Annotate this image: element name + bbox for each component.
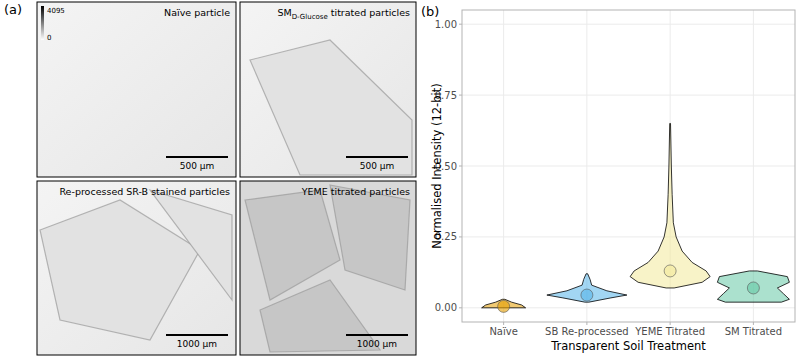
grid-line (462, 166, 795, 167)
colorbar-max: 4095 (47, 7, 65, 15)
scale-bar (346, 334, 408, 336)
image-frame (240, 2, 416, 177)
image-frame (37, 2, 236, 177)
image-frame (240, 181, 416, 355)
figure: (a)Naïve particle500 µmSMD-Glucose titra… (0, 0, 799, 356)
tick-label: Naïve (489, 326, 517, 337)
scale-bar (346, 156, 408, 158)
grid-line (462, 236, 795, 237)
scale-bar-label: 500 µm (180, 161, 215, 171)
tick-mark (503, 322, 504, 325)
tick-label: 0.00 (435, 302, 457, 313)
scale-bar-label: 1000 µm (357, 339, 397, 349)
violin (717, 271, 789, 302)
plot-background (462, 10, 795, 322)
image-label: Naïve particle (164, 7, 230, 18)
scale-bar (166, 334, 228, 336)
label-subscript: D-Glucose (292, 13, 328, 21)
axis-title: Transparent Soil Treatment (550, 339, 706, 353)
grid-line (462, 95, 795, 96)
tick-mark (459, 236, 462, 237)
mean-marker (664, 265, 676, 277)
mean-marker (498, 300, 510, 312)
tick-label: SM Titrated (725, 326, 782, 337)
scale-bar-label: 500 µm (360, 161, 395, 171)
label-text: SM (277, 7, 291, 18)
grid-line (462, 24, 795, 25)
tick-mark (586, 322, 587, 325)
label-text: Re-processed SR-B stained particles (59, 186, 230, 197)
micrograph: YEME titrated particles 1000 µm (240, 181, 416, 355)
tick-label: 1.00 (435, 19, 457, 30)
colorbar (41, 6, 44, 40)
tick-mark (459, 24, 462, 25)
image-label: YEME titrated particles (301, 186, 410, 197)
image-label: SMD-Glucose titrated particles (277, 7, 410, 21)
tick-mark (670, 322, 671, 325)
scale-bar-label: 1000 µm (177, 339, 217, 349)
violins (482, 123, 790, 312)
tick-label: SB Re-processed (545, 326, 629, 337)
tick-mark (459, 95, 462, 96)
image-label: Re-processed SR-B stained particles (59, 186, 230, 197)
violin (547, 274, 627, 302)
micrograph: Re-processed SR-B stained particles 1000 … (37, 181, 236, 355)
mean-marker (747, 282, 759, 294)
label-text: YEME titrated particles (301, 186, 410, 197)
image-frame (37, 181, 236, 355)
panel-label: (a) (4, 2, 22, 17)
tick-mark (753, 322, 754, 325)
grid-line (503, 10, 504, 322)
label-text: titrated particles (328, 7, 410, 18)
label-text: Naïve particle (164, 7, 230, 18)
tick-mark (459, 166, 462, 167)
micrograph: SMD-Glucose titrated particles 500 µm (240, 2, 416, 177)
particle-outline (330, 185, 410, 290)
axis-title: Normalised Intensity (12-bit) (430, 83, 444, 248)
tick-mark (459, 307, 462, 308)
particle-outline (150, 190, 232, 300)
colorbar-min: 0 (47, 34, 51, 42)
particle-outline (250, 40, 412, 175)
plot-frame (462, 10, 795, 322)
scale-bar (166, 156, 228, 158)
mean-marker (581, 289, 593, 301)
figure-root: (a)Naïve particle500 µmSMD-Glucose titra… (0, 0, 799, 356)
panel-label: (b) (421, 4, 439, 19)
violin (630, 123, 710, 288)
micrograph: Naïve particle 500 µm (37, 2, 236, 177)
tick-label: YEME Titrated (634, 326, 705, 337)
